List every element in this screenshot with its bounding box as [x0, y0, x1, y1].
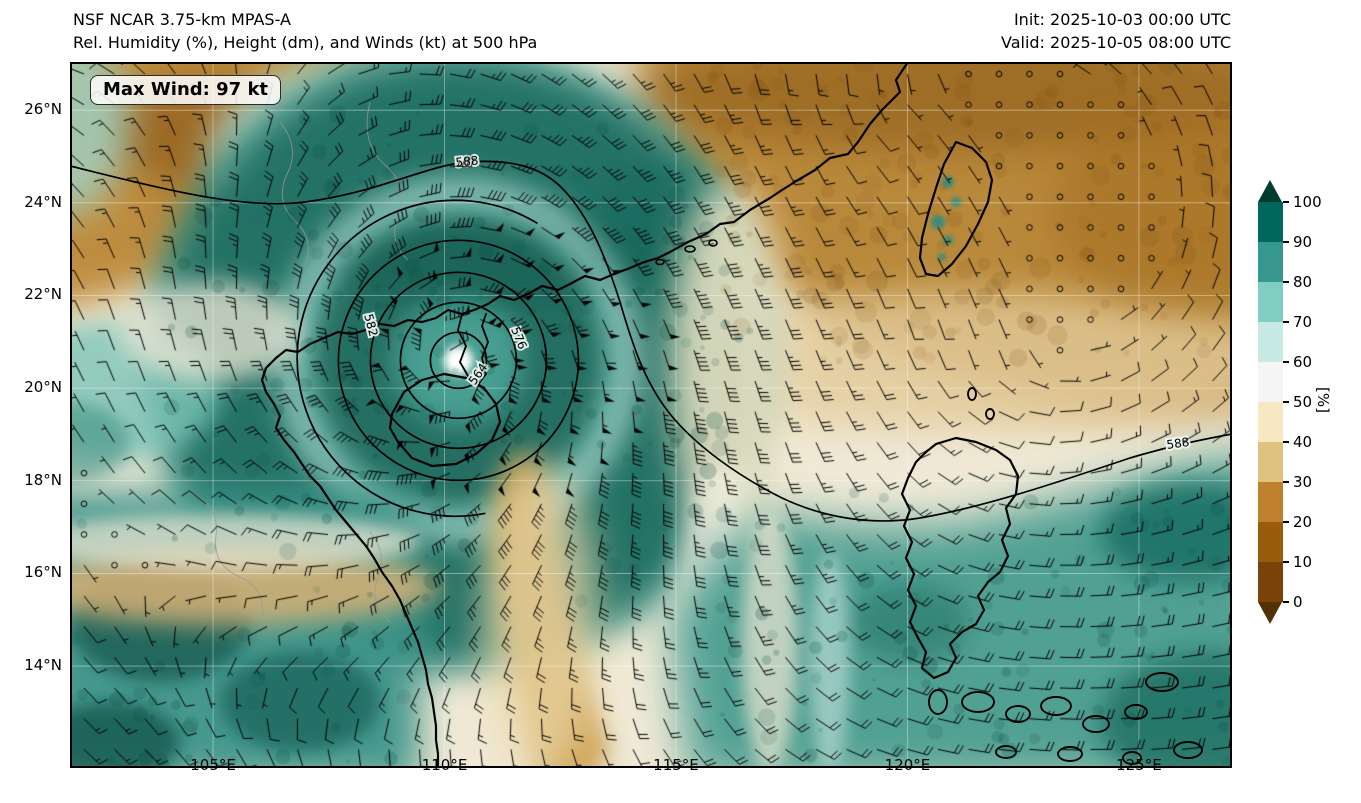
x-tick-label: 105°E — [190, 756, 236, 774]
colorbar-tick — [1283, 481, 1289, 483]
colorbar-tick — [1283, 561, 1289, 563]
y-tick-label: 18°N — [24, 470, 62, 489]
colorbar-tick-label: 60 — [1293, 353, 1313, 371]
valid-time: Valid: 2025-10-05 08:00 UTC — [1000, 33, 1231, 52]
init-time: Init: 2025-10-03 00:00 UTC — [1013, 10, 1231, 29]
colorbar-tick — [1283, 441, 1289, 443]
header-right: Init: 2025-10-03 00:00 UTC Valid: 2025-1… — [1001, 8, 1231, 54]
colorbar-gradient — [1258, 202, 1283, 602]
wind-barb-canvas — [70, 62, 1232, 768]
colorbar-tick — [1283, 361, 1289, 363]
colorbar-tick-label: 50 — [1293, 393, 1313, 411]
y-tick-label: 26°N — [24, 100, 62, 119]
y-tick-label: 20°N — [24, 378, 62, 397]
x-tick-label: 120°E — [884, 756, 931, 774]
y-tick-label: 24°N — [24, 192, 62, 211]
colorbar-tick-label: 40 — [1293, 433, 1313, 451]
colorbar-tick — [1283, 601, 1289, 603]
colorbar-tick — [1283, 321, 1289, 323]
colorbar-tick-label: 20 — [1293, 513, 1313, 531]
model-title: NSF NCAR 3.75-km MPAS-A — [73, 10, 291, 29]
colorbar-tick — [1283, 201, 1289, 203]
colorbar-tick-label: 70 — [1293, 313, 1313, 331]
colorbar-arrow-under — [1258, 602, 1282, 624]
colorbar-tick-label: 80 — [1293, 273, 1313, 291]
y-tick-label: 22°N — [24, 285, 62, 304]
colorbar-tick-label: 30 — [1293, 473, 1313, 491]
colorbar-tick-label: 100 — [1293, 193, 1322, 211]
field-title: Rel. Humidity (%), Height (dm), and Wind… — [73, 33, 538, 52]
x-tick-label: 115°E — [653, 756, 699, 774]
colorbar-tick-label: 0 — [1293, 593, 1303, 611]
colorbar-tick-label: 90 — [1293, 233, 1313, 251]
x-tick-label: 110°E — [421, 756, 468, 774]
y-tick-label: 14°N — [24, 656, 62, 675]
colorbar-tick — [1283, 401, 1289, 403]
colorbar-tick-label: 10 — [1293, 553, 1313, 571]
colorbar-arrow-over — [1258, 180, 1282, 202]
colorbar-tick — [1283, 281, 1289, 283]
colorbar-units-label: [%] — [1313, 387, 1332, 413]
colorbar-tick — [1283, 521, 1289, 523]
x-tick-label: 125°E — [1116, 756, 1162, 774]
max-wind-badge: Max Wind: 97 kt — [90, 75, 282, 105]
header-left: NSF NCAR 3.75-km MPAS-A Rel. Humidity (%… — [73, 8, 537, 54]
colorbar-tick — [1283, 241, 1289, 243]
map-figure: 564576582588588 Max Wind: 97 kt — [70, 62, 1232, 768]
y-tick-label: 16°N — [24, 563, 62, 582]
